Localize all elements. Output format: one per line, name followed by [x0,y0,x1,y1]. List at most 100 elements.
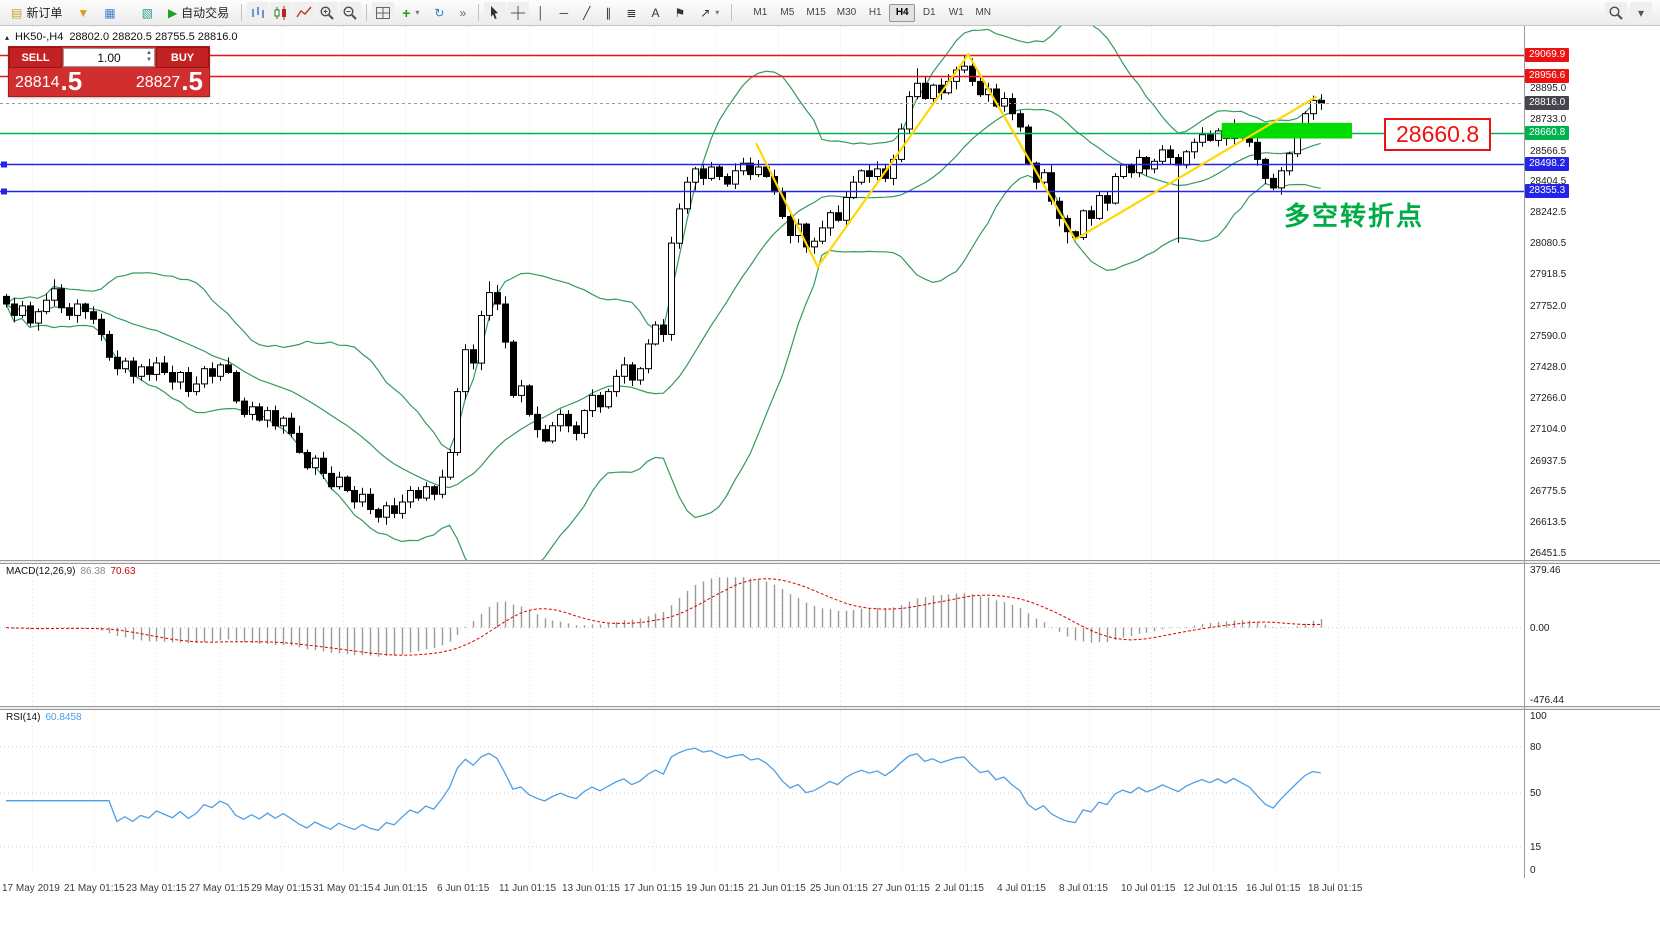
charts-window-icon[interactable]: ▦ [97,2,122,23]
zoom-out-icon[interactable] [339,2,362,23]
panel-splitter-macd[interactable] [0,560,1660,564]
add-indicator-icon[interactable]: + ▾ [395,2,426,23]
price-axis-label: 27266.0 [1530,393,1567,404]
horizontal-line-icon[interactable]: ─ [553,2,576,23]
crosshair-icon[interactable] [507,2,530,23]
macd-histogram [13,577,1323,657]
price-line-tag: 28498.2 [1525,157,1570,171]
timeframe-toolbar: M1 M5 M15 M30 H1 H4 D1 W1 MN [747,3,996,22]
one-click-trading-panel: SELL 1.00 ▲ ▼ BUY 28814.5 28827.5 [8,46,210,97]
rsi-value: 60.8458 [45,712,82,723]
new-order-button[interactable]: ▤ 新订单 [4,2,69,23]
buy-button[interactable]: BUY [156,47,209,68]
buy-price[interactable]: 28827.5 [135,68,203,94]
quick-panel-icon[interactable]: ▾ [1630,2,1652,23]
turning-point-text[interactable]: 多空转折点 [1284,201,1425,231]
vertical-line-icon[interactable]: │ [530,2,552,23]
candlestick-chart-icon[interactable] [270,2,293,23]
market-depth-icon: ▼ [77,5,90,20]
time-axis-label: 23 May 01:15 [126,883,187,894]
price-axis-label: 28895.0 [1530,83,1567,94]
time-axis-label: 17 Jun 01:15 [624,883,682,894]
cursor-icon[interactable] [484,2,507,23]
time-axis-label: 8 Jul 01:15 [1059,883,1108,894]
rsi-label: RSI(14) 60.8458 [6,712,82,723]
macd-axis-label: 379.46 [1530,565,1561,576]
timeframe-m30[interactable]: M30 [832,4,861,22]
auto-trading-button[interactable]: ▶ 自动交易 [161,2,236,23]
arrows-tool-icon[interactable]: ↗ ▾ [693,2,726,23]
macd-indicator-panel[interactable] [0,564,1524,706]
line-chart-icon[interactable] [293,2,316,23]
time-axis-label: 6 Jun 01:15 [437,883,490,894]
auto-scroll-icon[interactable]: ↻ [427,2,451,23]
trendline-icon[interactable]: ╱ [576,2,597,23]
vertical-line-icon: │ [537,5,545,20]
rsi-axis-label: 15 [1530,842,1542,853]
fibonacci-icon: ≣ [626,5,637,20]
timeframe-w1[interactable]: W1 [943,4,969,22]
timeframe-m1[interactable]: M1 [747,4,773,22]
chart-shift-icon[interactable]: » [452,2,473,23]
text-tool-icon[interactable]: A [644,2,666,23]
sell-price[interactable]: 28814.5 [15,66,83,96]
price-line-tag: 28660.8 [1525,126,1570,140]
price-line-tag: 29069.9 [1525,48,1570,62]
charts-window-icon: ▦ [104,5,116,20]
strategy-tester-icon[interactable]: ▧ [135,2,160,23]
timeframe-m15[interactable]: M15 [801,4,830,22]
price-chart[interactable] [0,26,1524,560]
time-axis-label: 25 Jun 01:15 [810,883,868,894]
text-label-icon[interactable]: ⚑ [667,2,692,23]
macd-signal-line [5,578,1321,656]
volume-input[interactable]: 1.00 ▲ ▼ [63,48,155,67]
time-axis-label: 11 Jun 01:15 [499,883,557,894]
price-axis-label: 27752.0 [1530,301,1567,312]
chart-shift-icon: » [459,5,467,20]
time-axis-label: 12 Jul 01:15 [1183,883,1238,894]
price-annotation-box[interactable]: 28660.8 [1384,118,1492,151]
rsi-name: RSI(14) [6,712,41,723]
sell-button[interactable]: SELL [9,47,62,68]
zigzag-trendline[interactable] [755,52,1318,270]
timeframe-d1[interactable]: D1 [916,4,942,22]
toolbar-separator [366,4,368,21]
price-axis-label: 28242.5 [1530,207,1567,218]
rsi-indicator-panel[interactable] [0,710,1524,878]
market-depth-icon[interactable]: ▼ [70,2,96,23]
equidistant-channel-icon[interactable]: ∥ [598,2,618,23]
macd-signal-value: 70.63 [110,566,136,577]
sell-price-frac: .5 [60,66,83,96]
add-indicator-icon: + [402,4,411,21]
bar-chart-icon[interactable] [247,2,270,23]
time-axis-label: 13 Jun 01:15 [562,883,620,894]
zoom-in-icon[interactable] [316,2,339,23]
support-zone-rect[interactable] [1221,122,1352,139]
collapse-arrow-icon[interactable]: ▴ [5,32,10,42]
search-icon[interactable] [1605,2,1627,23]
strategy-tester-icon: ▧ [141,5,153,20]
sell-price-main: 28814 [15,74,60,91]
buy-price-main: 28827 [135,74,181,91]
timeframe-h4[interactable]: H4 [889,3,916,22]
price-axis-label: 28404.5 [1530,176,1567,187]
fibonacci-icon[interactable]: ≣ [619,2,643,23]
tile-windows-icon[interactable] [372,2,395,23]
macd-axis-label: 0.00 [1530,623,1550,634]
timeframe-mn[interactable]: MN [970,4,996,22]
timeframe-h1[interactable]: H1 [862,4,888,22]
price-axis-label: 26451.5 [1530,548,1567,559]
volume-stepper[interactable]: ▲ ▼ [146,50,152,63]
timeframe-m5[interactable]: M5 [774,4,800,22]
time-axis-label: 21 Jun 01:15 [748,883,806,894]
time-axis[interactable]: 17 May 2019 21 May 01:15 23 May 01:15 27 Ma… [0,878,1660,900]
panel-splitter-rsi[interactable] [0,706,1660,710]
price-axis-label: 27590.0 [1530,331,1567,342]
price-axis-label: 27428.0 [1530,362,1567,373]
chart-symbol-period: HK50-,H4 [15,31,64,43]
price-axis-label: 26613.5 [1530,517,1567,528]
auto-trading-button: ▶ [167,5,178,20]
rsi-axis-label: 0 [1530,865,1536,876]
time-axis-label: 27 Jun 01:15 [872,883,930,894]
chart-header: ▴ HK50-,H4 28802.0 28820.5 28755.5 28816… [5,31,238,43]
